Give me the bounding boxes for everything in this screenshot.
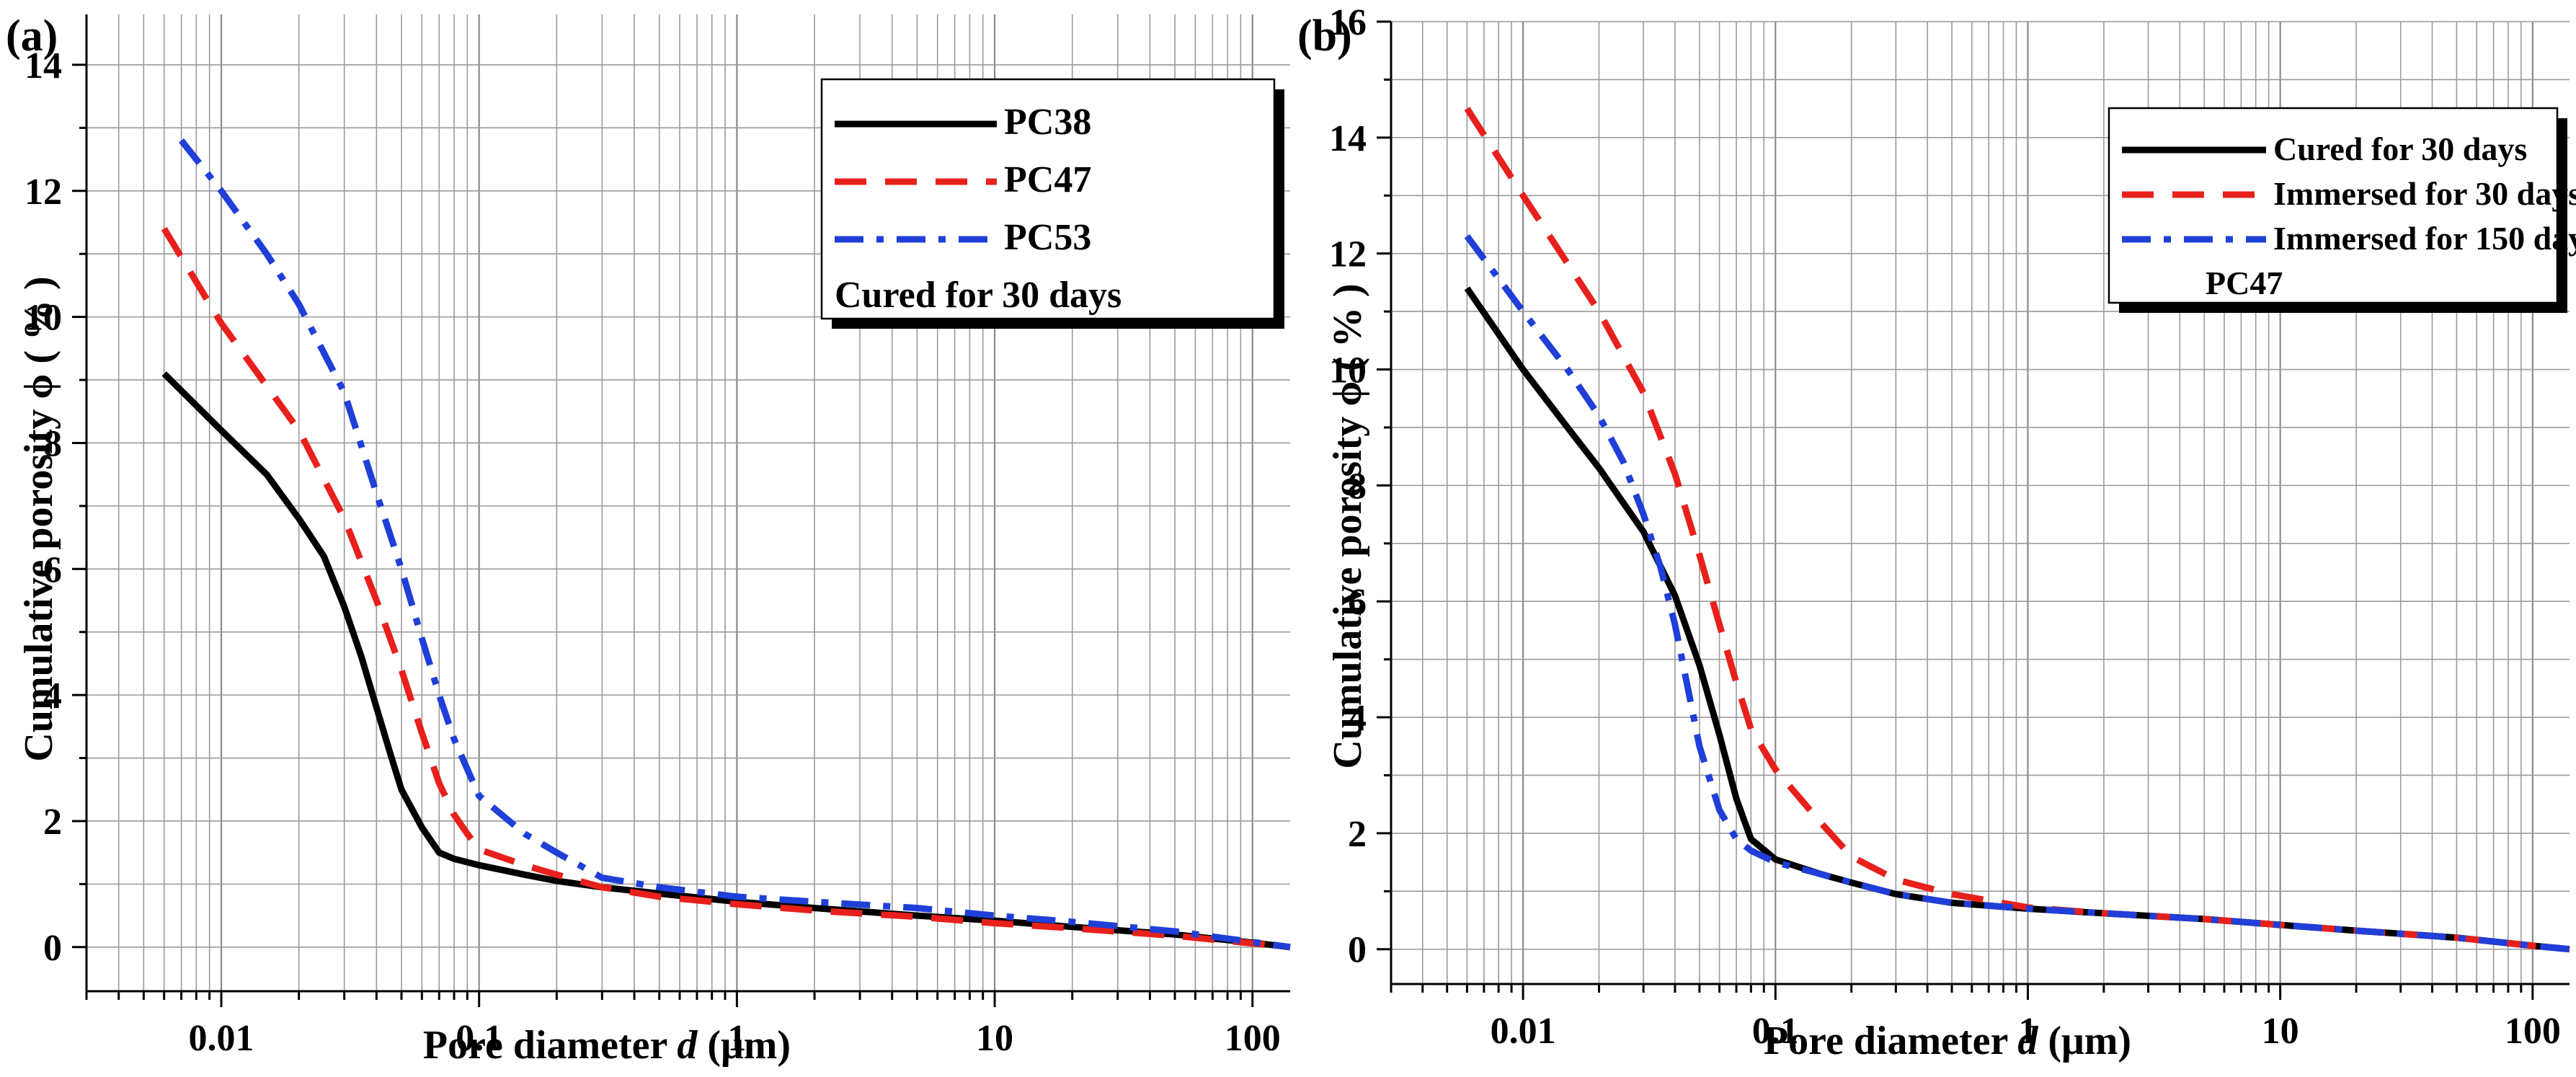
legend-note: PC47 [2206, 265, 2283, 301]
y-tick-label: 0 [43, 928, 62, 969]
series-line-pc38 [161, 371, 1291, 951]
y-axis-label-a: Cumulative porosity ϕ ( % ) [17, 276, 61, 761]
legend-box [820, 78, 1276, 320]
series-line-pc53 [179, 138, 1291, 951]
x-axis-label-a: Pore diameter d (μm) [423, 1023, 791, 1068]
y-tick-label: 4 [43, 675, 62, 717]
legend-entry-label: Immersed for 150 days [2273, 220, 2576, 257]
y-tick-label: 6 [1348, 582, 1367, 623]
legend-entry-label: PC53 [1004, 217, 1091, 258]
panel-a: (a) 0 2 4 6 8 10 12 14 0.01 0.1 1 10 100 Cumulative… [6, 12, 1291, 1068]
x-tick-label: 0.1 [456, 1018, 502, 1059]
x-axis-label-b-unit: (μm) [2048, 1019, 2131, 1063]
series-line-immersed-for-150-days [1464, 234, 2570, 953]
axes-b [1377, 20, 2570, 1000]
series-line-pc47 [161, 226, 1291, 951]
x-tick-label: 10 [2262, 1011, 2299, 1052]
y-tick-label: 14 [25, 45, 62, 87]
x-tick-label: 0.01 [1491, 1011, 1556, 1052]
x-axis-label-a-prefix: Pore diameter [423, 1023, 667, 1068]
x-tick-label: 0.01 [189, 1018, 254, 1059]
panel-label-b: (b) [1297, 12, 1352, 61]
x-tick-label: 100 [2505, 1011, 2561, 1052]
legend-box [2108, 107, 2559, 304]
y-tick-label: 14 [1329, 118, 1367, 159]
y-tick-label: 16 [1329, 2, 1367, 43]
x-axis-label-b-var: d [2017, 1019, 2038, 1063]
x-tick-label: 1 [727, 1018, 746, 1059]
y-tick-labels-a: 0 2 4 6 8 10 12 14 [25, 45, 62, 969]
x-tick-label: 1 [2018, 1011, 2037, 1052]
y-tick-label: 10 [25, 298, 62, 339]
panel-b: (b) 0 2 4 6 8 10 12 14 16 0.01 0.1 1 10 100 Cumulati… [1297, 2, 2570, 1063]
legend-entry-label: Immersed for 30 days [2273, 175, 2576, 212]
grid-a [86, 14, 1290, 991]
y-axis-label-b: Cumulative porosity ϕ ( % ) [1325, 283, 1370, 768]
y-tick-label: 8 [1348, 466, 1367, 507]
x-tick-labels-b: 0.01 0.1 1 10 100 [1491, 1011, 2561, 1052]
x-tick-label: 0.1 [1752, 1011, 1799, 1052]
series-line-cured-for-30-days [1464, 286, 2570, 953]
y-tick-label: 0 [1348, 930, 1367, 971]
y-tick-label: 2 [43, 802, 62, 843]
series-a [161, 138, 1291, 951]
x-tick-labels-a: 0.01 0.1 1 10 100 [189, 1018, 1281, 1059]
x-tick-label: 10 [976, 1018, 1013, 1059]
x-tick-label: 100 [1225, 1018, 1281, 1059]
y-tick-label: 6 [43, 549, 62, 590]
y-tick-label: 12 [1329, 234, 1367, 275]
x-axis-label-a-var: d [677, 1023, 698, 1068]
legend-note: Cured for 30 days [835, 275, 1122, 316]
legend-a: PC38 PC47 PC53 Cured for 30 days [820, 78, 1284, 329]
legend-entry-label: PC47 [1004, 159, 1091, 200]
legend-entry-label: PC38 [1004, 102, 1091, 143]
legend-b: Cured for 30 days Immersed for 30 days Imm… [2108, 107, 2576, 313]
y-tick-label: 8 [43, 423, 62, 464]
y-tick-label: 10 [1329, 350, 1367, 391]
legend-entry-label: Cured for 30 days [2273, 130, 2527, 167]
series-b [1464, 107, 2570, 953]
x-axis-label-b: Pore diameter d (μm) [1764, 1019, 2131, 1063]
x-axis-label-a-unit: (μm) [707, 1023, 791, 1068]
y-tick-label: 12 [25, 172, 62, 213]
panel-label-a: (a) [6, 12, 58, 61]
x-axis-label-b-prefix: Pore diameter [1764, 1019, 2008, 1063]
y-tick-labels-b: 0 2 4 6 8 10 12 14 16 [1329, 2, 1367, 971]
y-tick-label: 2 [1348, 814, 1367, 855]
y-tick-label: 4 [1348, 698, 1367, 739]
axes-a [72, 14, 1290, 1007]
